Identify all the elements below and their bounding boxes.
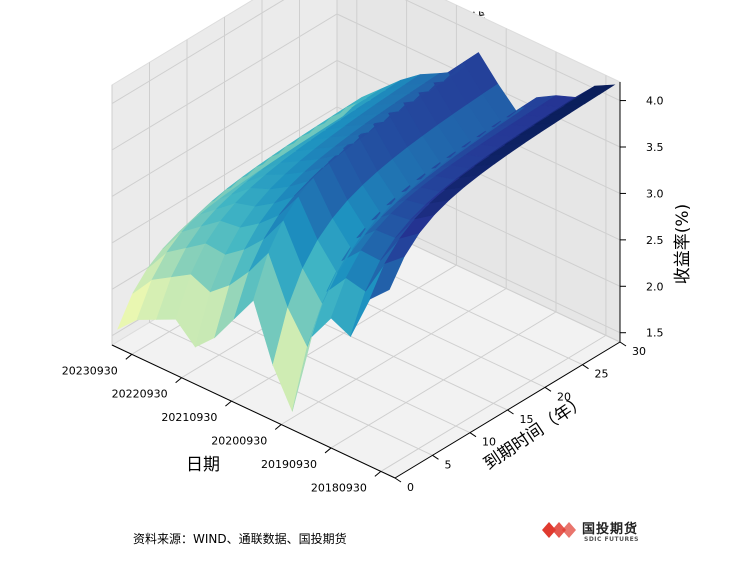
logo-icon [542,522,576,538]
y-tick-mark [432,454,439,460]
x-tick-mark [324,447,332,454]
y-tick-mark [394,477,402,483]
axes: 20180930 20190930 20200930 20210930 20220930… [62,82,664,494]
x-tick-mark [125,353,133,360]
y-tick-label: 10 [482,436,496,449]
grid-line-yield [111,13,621,151]
grid-line-yield [111,59,621,197]
grid-line-maturity [149,62,433,456]
logo-subtitle: SDIC FUTURES [584,536,640,543]
x-tick-label: 20190930 [261,458,317,471]
y-tick-label: 25 [595,368,609,381]
z-tick-label: 1.5 [646,327,664,340]
grid-line-yield [111,0,621,105]
y-tick-label: 5 [445,458,452,471]
x-axis-label: 日期 [186,455,220,475]
y-tick-label: 20 [557,390,571,403]
grid-line-yield [111,106,621,244]
y-tick-label: 15 [520,413,534,426]
z-tick-label: 3.5 [646,141,664,154]
z-axis-label: 收益率(%) [673,204,693,284]
surface [117,52,616,413]
x-tick-label: 20230930 [62,364,118,377]
x-tick-label: 20200930 [211,435,267,448]
y-tick-mark [469,432,477,438]
y-tick-mark [619,341,627,347]
x-tick-label: 20180930 [311,481,367,494]
z-tick-label: 4.0 [646,95,664,108]
y-tick-label: 0 [407,481,414,494]
z-tick-label: 2.5 [646,234,664,247]
x-tick-mark [175,377,182,384]
x-axis-line [111,344,396,479]
x-tick-mark [225,400,232,407]
source-note: 资料来源：WIND、通联数据、国投期货 [133,532,347,546]
y-tick-mark [582,364,589,370]
y-tick-label: 30 [632,345,646,358]
logo-name: 国投期货 [582,522,639,537]
surface-cell [578,84,616,96]
x-tick-mark [374,470,382,477]
z-tick-label: 3.0 [646,187,664,200]
company-logo: 国投期货 SDIC FUTURES [540,516,670,546]
y-tick-mark [507,409,514,415]
x-tick-label: 20210930 [161,411,217,424]
x-tick-label: 20220930 [112,388,168,401]
x-tick-mark [274,424,282,430]
z-tick-label: 2.0 [646,280,664,293]
y-tick-mark [544,386,552,392]
